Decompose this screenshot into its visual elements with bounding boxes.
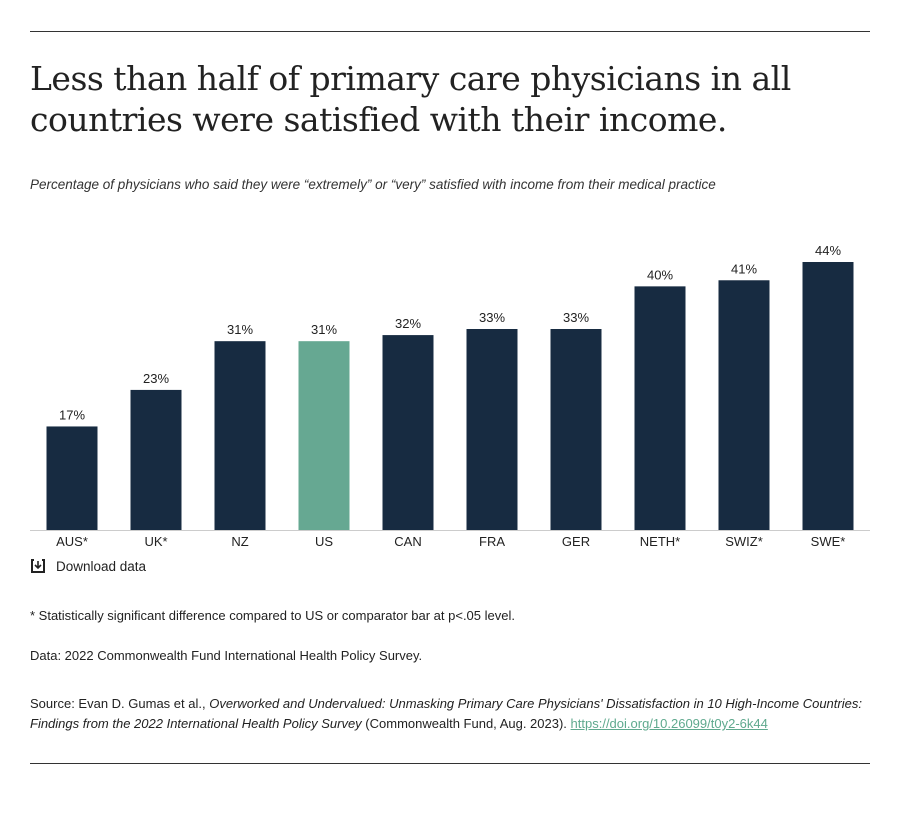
x-tick-label: GER [562,534,590,549]
download-data-button[interactable]: Download data [30,558,146,574]
x-tick-label: FRA [479,534,505,549]
bar-chart: 17% AUS* 23% UK* 31% NZ 31% US 32% CAN 33% FRA 33% GE… [30,243,870,549]
data-label: 31% [227,322,253,337]
x-tick-label: CAN [394,534,421,549]
bar-can [382,335,434,530]
x-tick-label: US [315,534,333,549]
data-label: 33% [563,310,589,325]
bar-fra [466,329,518,530]
chart-subtitle: Percentage of physicians who said they w… [30,177,716,192]
bar-nz [214,341,266,530]
source-prefix: Source: Evan D. Gumas et al., [30,696,210,711]
data-label: 17% [59,407,85,422]
data-label: 31% [311,322,337,337]
bar-uk [130,389,182,530]
data-label: 40% [647,267,673,282]
x-tick-label: UK* [144,534,167,549]
footnote: * Statistically significant difference c… [30,608,515,623]
bar-us [298,341,350,530]
bar-neth [634,286,686,530]
download-icon [31,559,45,573]
x-tick-label: NETH* [640,534,680,549]
data-note: Data: 2022 Commonwealth Fund Internation… [30,648,423,663]
bar-aus [46,426,98,530]
bar-ger [550,329,602,530]
doi-link[interactable]: https://doi.org/10.26099/t0y2-6k44 [570,716,768,731]
chart-title: Less than half of primary care physician… [30,59,791,139]
source-note: Source: Evan D. Gumas et al., Overworked… [30,694,875,734]
data-label: 23% [143,371,169,386]
top-rule [30,31,870,32]
data-label: 32% [395,316,421,331]
x-tick-label: AUS* [56,534,88,549]
source-suffix: (Commonwealth Fund, Aug. 2023). [361,716,571,731]
x-tick-label: SWIZ* [725,534,763,549]
x-tick-label: SWE* [811,534,846,549]
download-label: Download data [56,558,147,574]
data-label: 44% [815,243,841,258]
data-label: 33% [479,310,505,325]
bottom-rule [30,763,870,764]
x-tick-label: NZ [231,534,248,549]
bar-swiz [718,280,770,530]
bar-swe [802,262,854,530]
source-title: Overworked and Undervalued: Unmasking Pr… [30,696,862,731]
data-label: 41% [731,261,757,276]
